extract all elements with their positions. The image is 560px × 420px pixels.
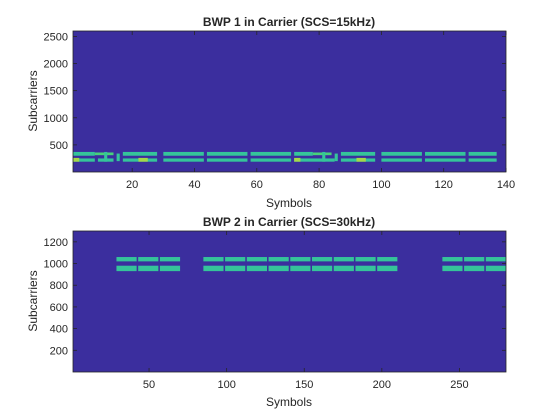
x-tick-label: 200 [373,379,391,391]
heatmap-block [468,151,497,156]
heatmap-block [290,265,311,272]
chart-bwp1-axes-box [72,30,507,173]
chart-bwp1-blocks [73,151,497,162]
heatmap-block [377,265,398,272]
heatmap-block [206,158,248,162]
x-tick-label: 60 [251,179,263,191]
heatmap-block [334,153,338,162]
heatmap-block [225,257,246,262]
heatmap-block [381,158,422,162]
y-tick-label: 200 [50,345,68,357]
heatmap-block [312,265,333,272]
heatmap-block [464,257,485,262]
heatmap-block [294,158,335,162]
heatmap-block [355,257,376,262]
heatmap-block [442,257,463,262]
y-tick-label: 800 [50,280,68,292]
heatmap-block [73,158,95,162]
heatmap-block [425,158,466,162]
chart-bwp2: BWP 2 in Carrier (SCS=30kHz) 50 100 150 200… [26,215,507,409]
heatmap-block [203,257,224,262]
heatmap-block [159,257,181,262]
heatmap-block [246,265,267,272]
heatmap-block [355,265,376,272]
heatmap-block [116,257,137,262]
heatmap-block [225,265,246,272]
y-tick-label: 1200 [44,237,68,249]
heatmap-block [122,151,158,156]
chart-bwp2-title: BWP 2 in Carrier (SCS=30kHz) [203,215,375,229]
heatmap-block [485,265,506,272]
chart-bwp1-xlabel: Symbols [266,196,312,210]
heatmap-block [250,158,292,162]
chart-bwp2-xlabel: Symbols [266,395,312,409]
y-tick-label: 1000 [44,113,68,125]
y-tick-label: 500 [50,140,68,152]
heatmap-block [468,158,497,162]
heatmap-block [333,257,354,262]
x-tick-label: 250 [450,379,468,391]
heatmap-block [340,151,376,156]
heatmap-block [138,157,148,162]
heatmap-block [312,152,332,156]
heatmap-block [268,265,289,272]
y-tick-label: 400 [50,324,68,336]
heatmap-block [73,151,95,156]
chart-bwp1-plot-area [73,31,506,172]
chart-bwp2-y-ticks: 200 400 600 800 1000 1200 [44,237,506,357]
heatmap-block [73,157,80,162]
chart-bwp1-title: BWP 1 in Carrier (SCS=15kHz) [203,15,375,29]
heatmap-block [203,265,224,272]
heatmap-block [485,257,506,262]
heatmap-block [381,151,422,156]
heatmap-block [442,265,463,272]
chart-bwp2-plot-area [73,231,506,372]
heatmap-block [322,151,326,162]
chart-bwp1: BWP 1 in Carrier (SCS=15kHz) 20 40 60 80 100… [26,15,515,210]
heatmap-block [116,153,120,162]
x-tick-label: 100 [217,379,235,391]
heatmap-block [294,151,313,156]
heatmap-block [163,158,204,162]
chart-bwp1-ylabel: Subcarriers [26,70,40,131]
heatmap-block [116,265,137,272]
heatmap-block [425,151,466,156]
chart-bwp2-axes-box [72,230,507,373]
heatmap-block [268,257,289,262]
x-tick-label: 50 [143,379,155,391]
x-tick-label: 150 [295,379,313,391]
y-tick-label: 2000 [44,59,68,71]
x-tick-label: 80 [313,179,325,191]
chart-bwp2-x-ticks: 50 100 150 200 250 [143,231,469,391]
heatmap-block [377,257,398,262]
heatmap-block [159,265,181,272]
heatmap-block [163,151,204,156]
heatmap-block [312,257,333,262]
chart-bwp1-y-ticks: 500 1000 1500 2000 2500 [44,31,506,152]
heatmap-block [294,157,301,162]
x-tick-label: 40 [188,179,200,191]
y-tick-label: 1500 [44,86,68,98]
y-tick-label: 1000 [44,259,68,271]
x-tick-label: 100 [372,179,390,191]
heatmap-block [333,265,354,272]
chart-bwp2-blocks [116,257,506,272]
y-tick-label: 2500 [44,31,68,43]
heatmap-block [246,257,267,262]
x-tick-label: 140 [497,179,515,191]
heatmap-block [206,151,248,156]
x-tick-label: 120 [435,179,453,191]
heatmap-block [290,257,311,262]
heatmap-block [250,151,292,156]
heatmap-block [356,157,366,162]
heatmap-block [464,265,485,272]
x-tick-label: 20 [126,179,138,191]
chart-bwp2-ylabel: Subcarriers [26,270,40,331]
heatmap-block [138,257,159,262]
heatmap-block [104,151,108,162]
y-tick-label: 600 [50,302,68,314]
chart-bwp1-x-ticks: 20 40 60 80 100 120 140 [126,31,515,191]
heatmap-block [138,265,159,272]
